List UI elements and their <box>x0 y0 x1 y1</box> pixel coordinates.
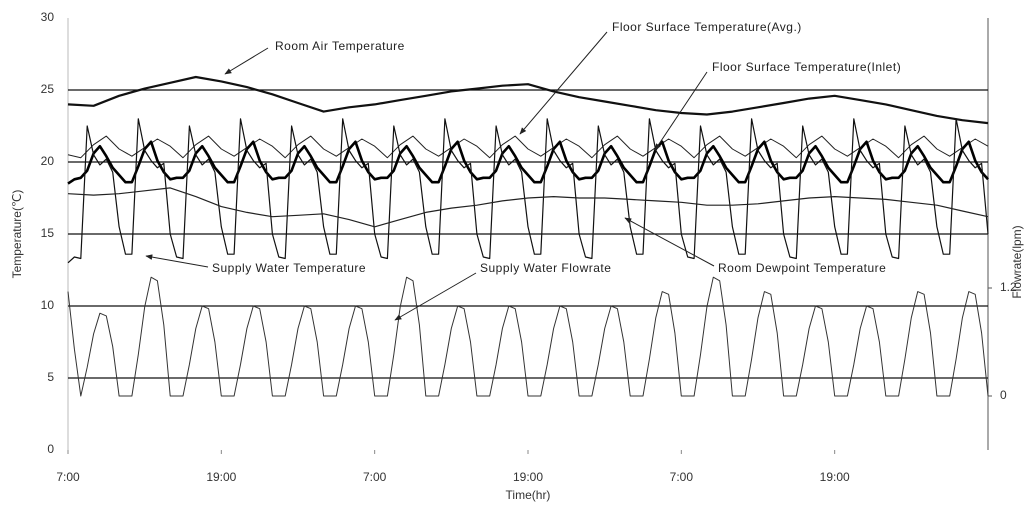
annotation-background <box>478 261 614 276</box>
series-line <box>67 276 989 397</box>
annotation-arrow <box>224 47 269 75</box>
annotation-arrow <box>394 272 477 321</box>
annotation-label: Room Dewpoint Temperature <box>718 261 886 275</box>
annotation-arrow <box>624 217 715 267</box>
y-axis-label: Temperature(℃) <box>10 190 24 279</box>
y-tick-label: 5 <box>47 370 54 384</box>
series-line <box>67 75 989 125</box>
y-tick-label: 25 <box>41 82 55 96</box>
annotation-label: Floor Surface Temperature(Inlet) <box>712 60 901 74</box>
x-tick-label: 7:00 <box>56 470 80 484</box>
x-tick-label: 19:00 <box>820 470 850 484</box>
series-line <box>67 187 989 228</box>
x-tick-label: 7:00 <box>670 470 694 484</box>
y2-tick-label: 1.2 <box>1000 280 1017 294</box>
series-line <box>67 135 989 159</box>
annotation-label: Room Air Temperature <box>275 39 405 53</box>
annotation-background <box>716 261 889 276</box>
annotation-arrow <box>519 31 608 135</box>
y-tick-label: 0 <box>47 442 54 456</box>
x-tick-label: 19:00 <box>206 470 236 484</box>
x-tick-label: 7:00 <box>363 470 387 484</box>
annotation-label: Floor Surface Temperature(Avg.) <box>612 20 802 34</box>
x-axis-label: Time(hr) <box>506 488 551 502</box>
annotation-label: Supply Water Temperature <box>212 261 366 275</box>
x-tick-label: 19:00 <box>513 470 543 484</box>
y-tick-label: 30 <box>41 10 55 24</box>
annotation-arrow <box>145 254 209 268</box>
y-tick-label: 10 <box>41 298 55 312</box>
y2-axis-label: Flowrate(lpm) <box>1010 225 1024 298</box>
annotation-label: Supply Water Flowrate <box>480 261 611 275</box>
annotation-background <box>710 60 904 75</box>
annotation-background <box>273 39 407 54</box>
annotation-arrow <box>654 71 708 151</box>
annotation-background <box>210 261 369 276</box>
y2-tick-label: 0 <box>1000 388 1007 402</box>
annotation-background <box>610 20 804 35</box>
y-tick-label: 20 <box>41 154 55 168</box>
series-line <box>67 118 989 264</box>
series-line <box>67 140 989 185</box>
y-tick-label: 15 <box>41 226 55 240</box>
